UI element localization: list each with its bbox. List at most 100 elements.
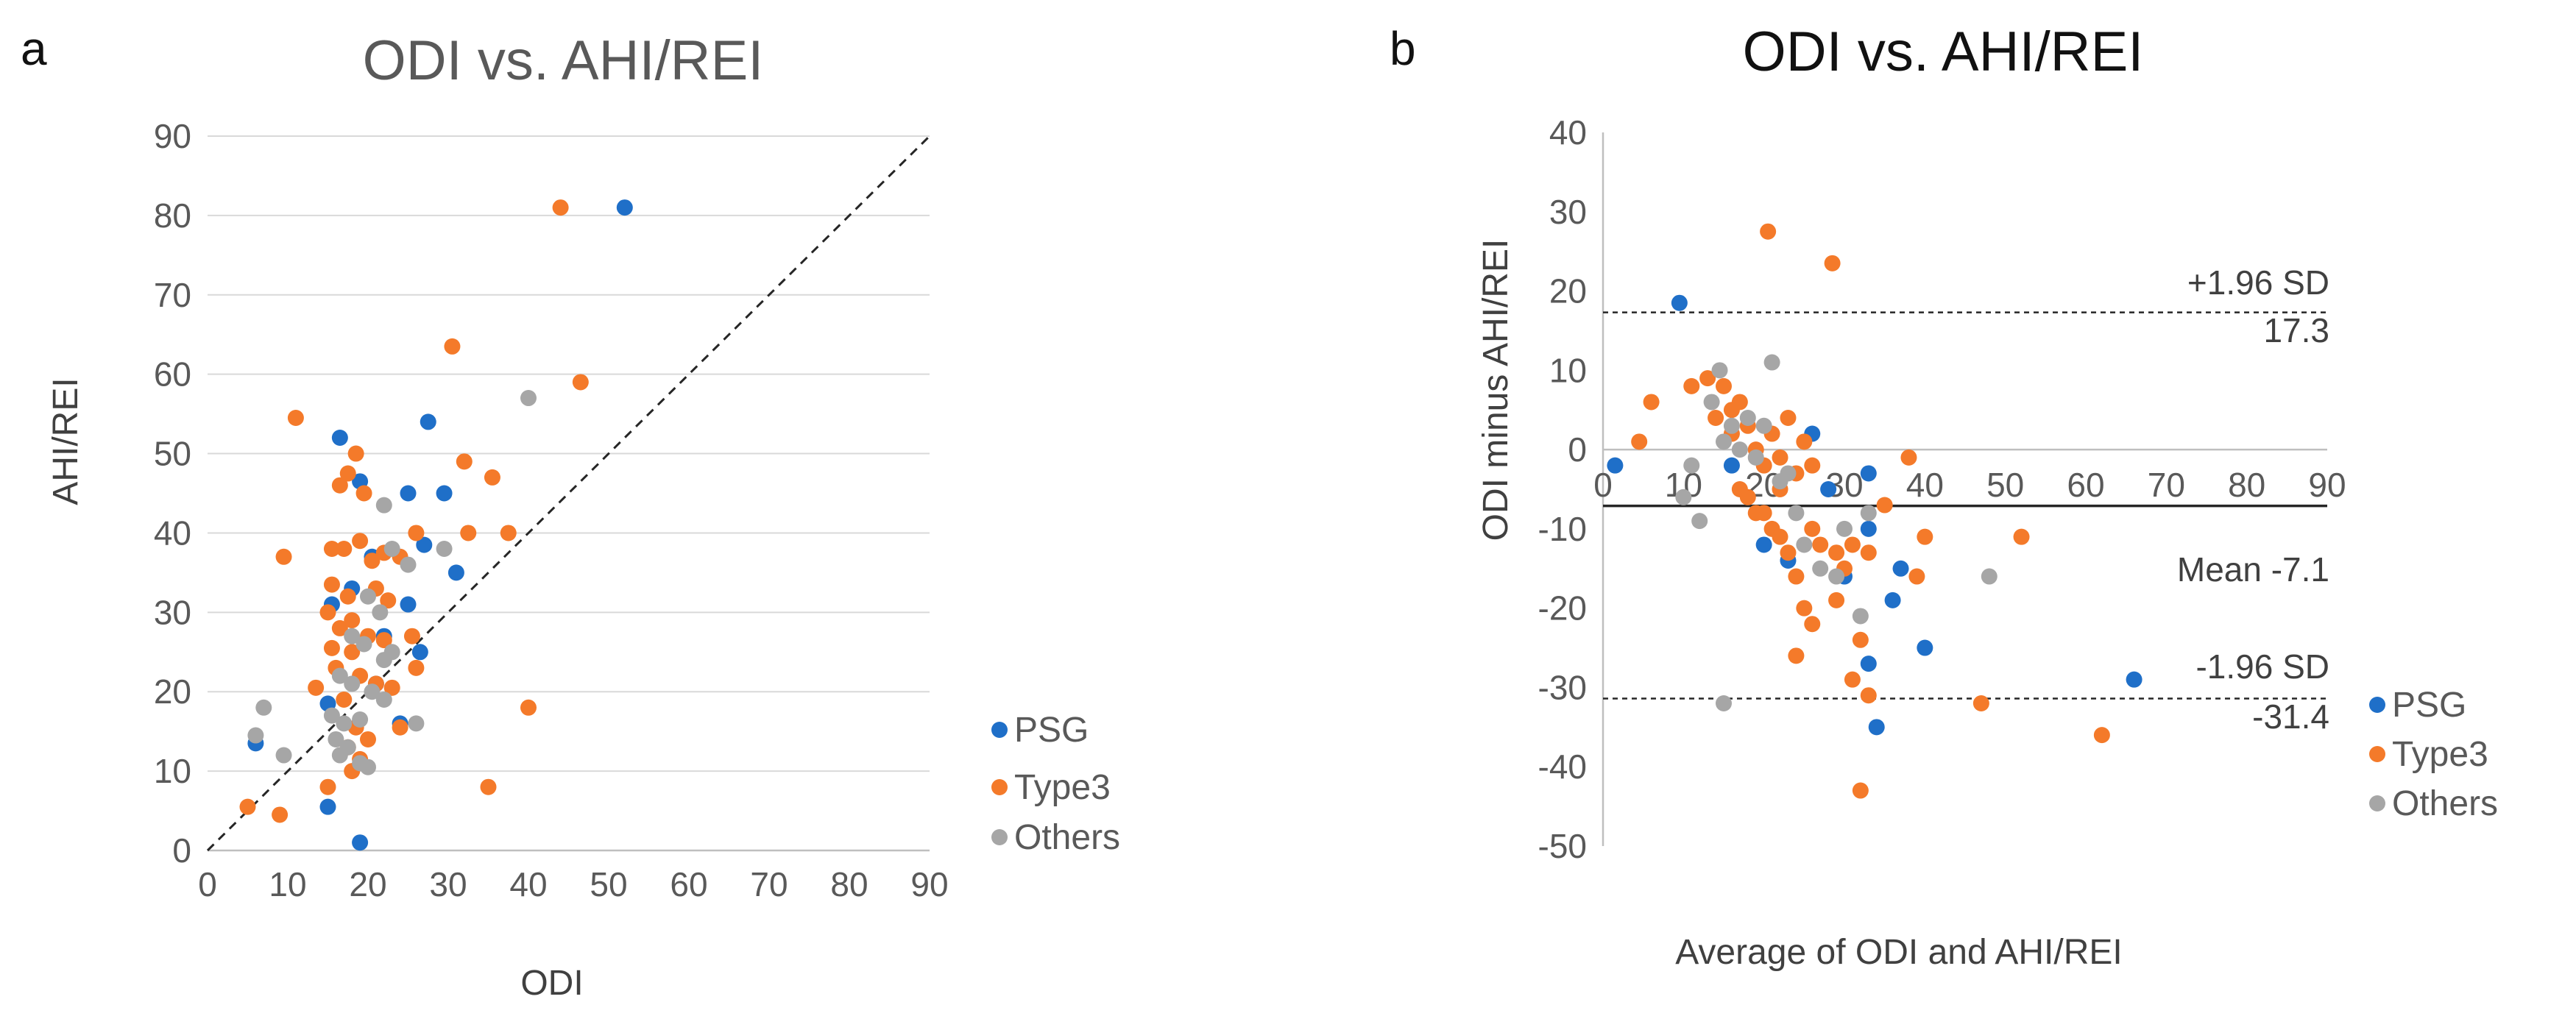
- panel-a-point-type3-17: [364, 553, 381, 569]
- panel-b-x-tick-0: 0: [1593, 466, 1613, 504]
- panel-a-point-type3-44: [480, 778, 497, 795]
- panel-b-point-others-4: [1739, 410, 1756, 426]
- panel-b-point-others-0: [1763, 354, 1780, 371]
- panel-b-point-psg-9: [1884, 592, 1901, 608]
- panel-a-point-type3-47: [272, 806, 289, 823]
- panel-a-x-tick-50: 50: [590, 865, 627, 903]
- panel-b-point-psg-0: [2126, 671, 2142, 688]
- panel-a-point-others-19: [331, 747, 348, 764]
- panel-b-y-tick-30: 30: [1549, 193, 1587, 231]
- panel-b-point-others-15: [1812, 560, 1829, 577]
- panel-a-point-type3-24: [319, 604, 336, 621]
- panel-a-point-type3-14: [323, 541, 340, 558]
- panel-b-legend: PSG Type3 Others: [2369, 686, 2498, 823]
- panel-b-point-type3-48: [1747, 505, 1764, 522]
- panel-a-point-psg-17: [352, 834, 369, 851]
- panel-b-point-psg-10: [1892, 560, 1909, 577]
- panel-a-point-psg-1: [420, 413, 436, 430]
- panel-b-y-tick-20: 20: [1549, 272, 1587, 310]
- panel-a-point-type3-30: [323, 639, 340, 656]
- panel-b-point-others-5: [1716, 433, 1732, 450]
- panel-b-point-type3-35: [1860, 544, 1877, 561]
- panel-b-point-type3-44: [1860, 687, 1877, 704]
- panel-b-point-others-7: [1755, 417, 1772, 434]
- panel-a-point-others-25: [275, 747, 292, 764]
- panel-a-point-type3-48: [392, 719, 408, 736]
- panel-b-point-type3-28: [1804, 616, 1821, 633]
- panel-a-point-psg-5: [436, 485, 453, 502]
- panel-a-point-type3-35: [383, 679, 400, 696]
- panel-b-point-type3-3: [1631, 433, 1648, 450]
- panel-a-y-tick-60: 60: [154, 355, 191, 394]
- panel-b-legend-label-psg: PSG: [2392, 686, 2466, 725]
- panel-b-point-type3-6: [1716, 377, 1732, 394]
- panel-a-point-type3-36: [308, 679, 325, 696]
- panel-a-point-type3-4: [347, 445, 364, 462]
- panel-b-point-type3-41: [2013, 528, 2030, 545]
- panel-a-legend-label-psg: PSG: [1014, 711, 1089, 750]
- panel-b-point-others-20: [1981, 568, 1998, 585]
- panel-a-point-others-17: [328, 731, 344, 747]
- panel-a-point-type3-37: [336, 692, 353, 708]
- panel-b-point-psg-3: [1723, 457, 1740, 474]
- panel-b-point-type3-34: [1852, 631, 1869, 648]
- panel-a-point-type3-43: [319, 778, 336, 795]
- panel-a-y-tick-80: 80: [154, 196, 191, 235]
- panel-a-point-type3-0: [552, 199, 569, 216]
- panel-b-legend-marker-type3: [2369, 746, 2385, 762]
- panel-a-point-type3-5: [339, 465, 356, 482]
- panel-b-y-tick--50: -50: [1538, 827, 1587, 865]
- panel-b-point-type3-27: [1796, 600, 1813, 617]
- panel-b-x-tick-90: 90: [2308, 466, 2346, 504]
- panel-a-y-tick-40: 40: [154, 514, 191, 552]
- panel-a-y-tick-20: 20: [154, 672, 191, 711]
- panel-a-point-others-4: [400, 556, 417, 573]
- panel-b-point-type3-43: [1844, 671, 1861, 688]
- panel-b-point-type3-24: [1788, 568, 1805, 585]
- panel-b-point-others-17: [1836, 520, 1853, 537]
- panel-a-point-psg-6: [447, 564, 464, 581]
- panel-b-y-tick-10: 10: [1549, 351, 1587, 389]
- panel-a-point-others-3: [383, 541, 400, 558]
- panel-a-point-type3-3: [287, 410, 304, 427]
- panel-b-point-type3-42: [2093, 727, 2110, 744]
- panel-a-point-type3-16: [352, 533, 369, 550]
- panel-a-gridlines: [208, 135, 930, 772]
- panel-a-x-tick-0: 0: [198, 865, 217, 903]
- panel-b-point-type3-8: [1708, 410, 1724, 426]
- panel-b-lower-limit-value: -31.4: [2252, 697, 2329, 736]
- panel-a-y-tick-10: 10: [154, 752, 191, 790]
- panel-b-letter: b: [1390, 22, 1416, 75]
- panel-a-x-tick-60: 60: [670, 865, 707, 903]
- panel-b-point-type3-36: [1876, 497, 1893, 514]
- panel-b-point-others-9: [1675, 489, 1692, 505]
- panel-a-point-type3-45: [520, 699, 537, 716]
- panel-a-letter: a: [21, 22, 47, 75]
- panel-b-point-type3-40: [1972, 695, 1989, 711]
- panel-b-point-type3-9: [1723, 402, 1740, 419]
- panel-a-point-others-1: [436, 541, 453, 558]
- panel-a-point-type3-7: [355, 485, 372, 502]
- panel-b-x-tick-60: 60: [2067, 466, 2104, 504]
- panel-a-point-type3-28: [375, 632, 392, 649]
- panel-b-legend-marker-others: [2369, 795, 2385, 811]
- panel-a-y-axis-label: AHI/REI: [46, 377, 85, 505]
- panel-b-y-tick-labels: -50 -40 -30 -20 -10 0 10 20 30 40: [1538, 113, 1587, 865]
- panel-b-point-others-2: [1711, 362, 1728, 379]
- panel-b-point-psg-5: [1820, 481, 1837, 497]
- panel-b-x-tick-labels: 0 10 20 30 40 50 60 70 80 90: [1593, 466, 2346, 504]
- panel-a-x-tick-labels: 0 10 20 30 40 50 60 70 80 90: [198, 865, 948, 903]
- panel-a-point-type3-12: [408, 525, 425, 541]
- panel-b-legend-label-others: Others: [2392, 784, 2498, 823]
- panel-a-point-others-8: [355, 636, 372, 653]
- panel-a-x-tick-90: 90: [910, 865, 948, 903]
- panel-a-point-others-11: [344, 675, 361, 692]
- panel-a-point-type3-6: [331, 477, 348, 494]
- panel-b-point-others-8: [1683, 457, 1700, 474]
- panel-a-point-type3-8: [456, 453, 473, 470]
- panel-a-point-type3-49: [408, 659, 425, 676]
- panel-b-point-psg-7: [1860, 465, 1877, 482]
- panel-a-point-others-14: [323, 707, 340, 724]
- panel-a-legend-label-type3: Type3: [1014, 768, 1111, 807]
